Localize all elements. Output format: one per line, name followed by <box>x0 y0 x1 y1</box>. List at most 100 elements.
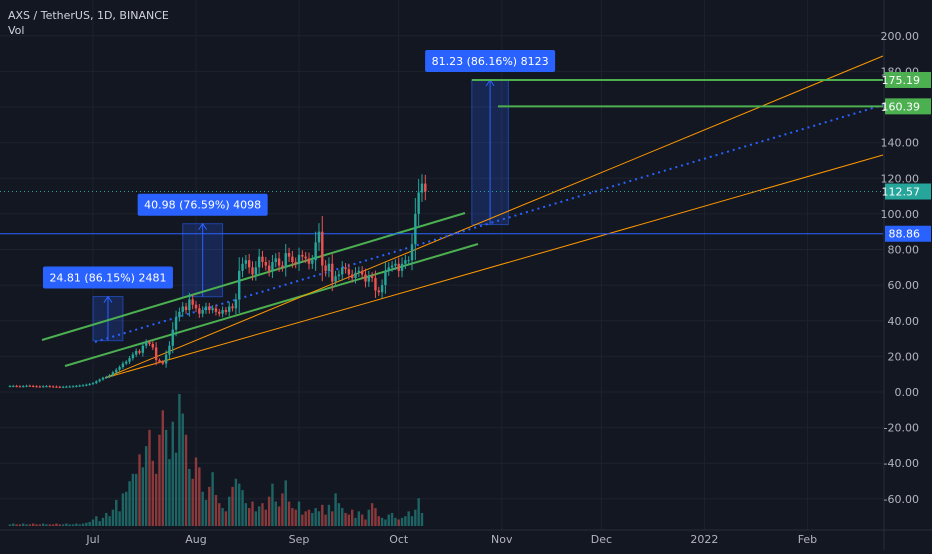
candle-body <box>214 308 218 312</box>
measure-label[interactable]: 24.81 (86.15%) 2481 <box>49 272 166 285</box>
candle-body <box>85 384 88 386</box>
x-tick-label[interactable]: 2022 <box>690 533 718 546</box>
x-tick-label[interactable]: Nov <box>491 533 513 546</box>
measure-label-box[interactable] <box>137 193 268 216</box>
chart-legend: AXS / TetherUS, 1D, BINANCE Vol <box>8 8 169 38</box>
measure-label-box[interactable] <box>42 266 173 289</box>
volume-bar <box>287 501 291 526</box>
volume-bar <box>144 446 148 526</box>
y-tick-label[interactable]: 120.00 <box>881 172 920 185</box>
y-tick-label[interactable]: 140.00 <box>881 137 920 150</box>
candle-body <box>321 231 324 266</box>
y-tick-label[interactable]: 80.00 <box>888 244 920 257</box>
y-tick-label[interactable]: 100.00 <box>881 208 920 221</box>
y-tick-label[interactable]: -40.00 <box>884 457 919 470</box>
y-tick-label[interactable]: 200.00 <box>881 30 920 43</box>
measure-label-box[interactable] <box>425 49 556 72</box>
volume-bar <box>277 506 281 526</box>
candle-body <box>334 276 337 282</box>
y-tick-label[interactable]: -60.00 <box>884 493 919 506</box>
price-label-target-high[interactable]: 175.19 <box>882 74 921 87</box>
trend-lines[interactable] <box>0 55 884 379</box>
candle-body <box>424 183 427 192</box>
volume-bar <box>35 524 38 526</box>
candle-body <box>144 342 148 346</box>
y-tick-label[interactable]: 0.00 <box>895 386 920 399</box>
candle-body <box>75 385 78 387</box>
volume-bar <box>241 490 244 526</box>
candle-body <box>380 285 384 293</box>
volume-bar <box>128 481 131 526</box>
y-tick-label[interactable]: 40.00 <box>888 315 920 328</box>
candle-body <box>48 386 52 388</box>
dotted-trend-line[interactable] <box>94 104 884 343</box>
volume-bar <box>417 498 420 526</box>
time-axis[interactable]: Jul Aug Sep Oct Nov Dec 2022 Feb <box>0 529 932 546</box>
upper-orange-channel[interactable] <box>104 55 884 379</box>
y-tick-label[interactable]: -20.00 <box>884 422 919 435</box>
volume-bar <box>301 514 304 526</box>
volume-bar <box>228 496 231 526</box>
volume-bar <box>274 501 277 526</box>
y-tick-label[interactable]: 60.00 <box>888 279 920 292</box>
symbol-title[interactable]: AXS / TetherUS, 1D, BINANCE <box>8 9 169 22</box>
volume-bar <box>420 512 424 526</box>
volume-bar <box>65 523 68 526</box>
price-label-box[interactable] <box>885 225 931 242</box>
candle-body <box>154 347 158 360</box>
volume-bar <box>407 511 410 526</box>
volume-bar <box>22 523 25 526</box>
volume-bar <box>48 524 52 526</box>
volume-indicator-label[interactable]: Vol <box>8 24 25 37</box>
volume-bar <box>410 516 414 526</box>
candle-body <box>414 213 417 245</box>
candle-body <box>254 267 258 275</box>
x-tick-label[interactable]: Sep <box>289 533 310 546</box>
volume-bar <box>134 473 138 526</box>
y-tick-label[interactable]: 20.00 <box>888 350 920 363</box>
volume-bar <box>61 524 65 526</box>
price-label-box[interactable] <box>885 71 931 88</box>
x-tick-label[interactable]: Feb <box>798 533 817 546</box>
candle-body <box>354 272 357 279</box>
measure-tools[interactable]: 24.81 (86.15%) 2481 40.98 (76.59%) 4098 81… <box>42 49 556 342</box>
volume-bar <box>414 509 417 526</box>
measure-label[interactable]: 81.23 (86.16%) 8123 <box>432 55 549 68</box>
x-tick-label[interactable]: Oct <box>389 533 409 546</box>
x-tick-label[interactable]: Dec <box>591 533 612 546</box>
price-axis[interactable]: 200.00180.00160.00140.00120.00100.0080.0… <box>881 0 932 550</box>
candle-body <box>344 267 347 270</box>
x-tick-label[interactable]: Jul <box>85 533 99 546</box>
volume-bar <box>158 434 161 526</box>
candle-body <box>241 263 244 271</box>
lower-green-channel[interactable] <box>64 243 479 367</box>
candle-body <box>91 383 95 385</box>
price-label-horizontal-level[interactable]: 88.86 <box>889 228 921 241</box>
volume-bar <box>188 468 191 526</box>
price-label-box[interactable] <box>885 98 931 115</box>
candle-body <box>171 329 174 346</box>
x-tick-label[interactable]: Aug <box>185 533 206 546</box>
price-label-last-price[interactable]: 112.57 <box>882 186 921 199</box>
candle-body <box>364 274 367 282</box>
candle-body <box>95 381 98 384</box>
volume-bar <box>304 511 307 526</box>
volume-bar <box>208 486 211 526</box>
price-label-box[interactable] <box>885 183 931 200</box>
candle-body <box>101 377 105 380</box>
candle-body <box>131 354 135 359</box>
volume-bar <box>174 452 178 526</box>
candle-body <box>417 192 420 214</box>
candle-body <box>390 265 394 268</box>
price-label-target-low[interactable]: 160.39 <box>882 100 921 113</box>
volume-bar <box>364 519 367 526</box>
volume-bar <box>251 501 254 526</box>
lower-orange-channel[interactable] <box>104 154 884 379</box>
candle-body <box>168 345 171 355</box>
measure-label[interactable]: 40.98 (76.59%) 4098 <box>144 199 261 212</box>
candle-body <box>78 385 81 387</box>
measure-arrow-head <box>198 222 208 230</box>
candle-body <box>410 244 414 261</box>
